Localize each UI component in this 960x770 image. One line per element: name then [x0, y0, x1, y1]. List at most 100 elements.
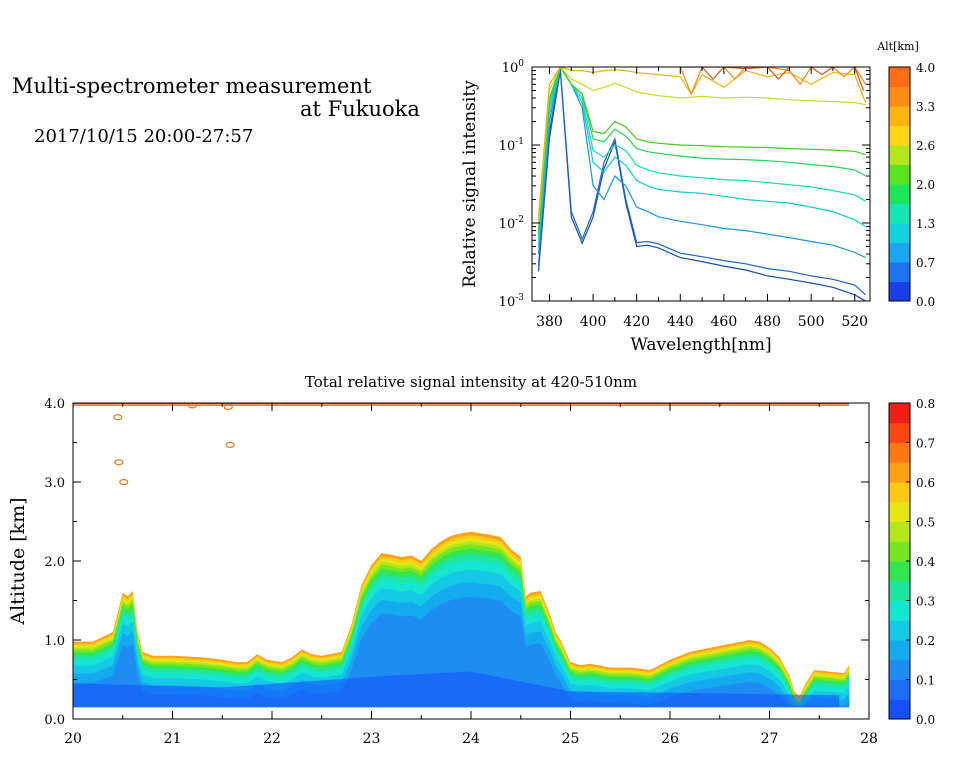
- heatmap-speckle: [114, 459, 124, 466]
- spectrum-x-tick-label: 520: [841, 314, 868, 330]
- heatmap-colorbar-swatch: [889, 659, 910, 680]
- heatmap-speckle: [119, 478, 129, 486]
- heatmap-colorbar-swatch: [889, 422, 910, 443]
- heatmap-colorbar-swatch: [889, 541, 910, 562]
- spectrum-series-line-9: [537, 67, 867, 217]
- heatmap-colorbar-swatch: [889, 403, 910, 424]
- spectrum-colorbar-tick-label: 2.6: [916, 139, 935, 153]
- spectrum-colorbar-swatch: [889, 184, 910, 204]
- spectrum-y-tick-label: 100: [502, 59, 525, 76]
- heatmap-x-tick-label: 28: [860, 731, 878, 747]
- heatmap-y-tick-label: 0.0: [44, 713, 65, 728]
- heatmap-x-tick-label: 24: [462, 731, 480, 747]
- heatmap-speckle: [223, 403, 233, 411]
- heatmap-colorbar-swatch: [889, 501, 910, 522]
- heatmap-colorbar-swatch: [889, 482, 910, 503]
- spectrum-colorbar-swatch: [889, 106, 910, 126]
- spectrum-lines: [537, 67, 867, 301]
- spectrum-colorbar-tick-label: 2.0: [916, 178, 935, 192]
- spectrum-colorbar-swatch: [889, 67, 910, 87]
- heatmap-colorbar-tick-label: 0.4: [916, 555, 935, 569]
- spectrum-series-line-11: [680, 67, 865, 91]
- spectrum-x-tick-label: 380: [536, 314, 563, 330]
- spectrum-y-tick-label: 10-3: [499, 293, 525, 310]
- heatmap-colorbar-tick-label: 0.7: [916, 437, 935, 451]
- figure-title-line2: at Fukuoka: [300, 97, 420, 121]
- spectrum-colorbar-tick-label: 0.7: [916, 256, 935, 270]
- heatmap-y-axis-label: Altitude [km]: [7, 497, 29, 625]
- spectrum-x-tick-label: 400: [580, 314, 607, 330]
- spectrum-plot-frame: [531, 66, 871, 302]
- spectrum-x-tick-label: 420: [623, 314, 650, 330]
- heatmap-colorbar-tick-label: 0.8: [916, 397, 935, 411]
- spectrum-y-axis-label: Relative signal intensity: [460, 80, 480, 288]
- heatmap-colorbar-swatch: [889, 679, 910, 700]
- heatmap-y-tick-label: 1.0: [44, 634, 65, 649]
- heatmap-x-tick-label: 25: [562, 731, 580, 747]
- heatmap-x-tick-label: 26: [661, 731, 679, 747]
- heatmap-y-tick-label: 3.0: [44, 476, 65, 491]
- spectrum-colorbar-title: Alt[km]: [876, 40, 919, 53]
- spectrum-x-tick-label: 480: [754, 314, 781, 330]
- heatmap-speckle: [225, 441, 235, 448]
- heatmap-colorbar-tick-label: 0.6: [916, 476, 935, 490]
- heatmap-y-tick-label: 4.0: [44, 397, 65, 412]
- heatmap-field: [73, 531, 850, 708]
- spectrum-x-tick-label: 440: [667, 314, 694, 330]
- heatmap-colorbar-swatch: [889, 600, 910, 621]
- figure-subtitle: 2017/10/15 20:00-27:57: [34, 126, 254, 147]
- spectrum-colorbar-tick-label: 1.3: [916, 217, 935, 231]
- spectrum-colorbar-tick-label: 4.0: [916, 61, 935, 75]
- spectrum-colorbar-swatch: [889, 203, 910, 224]
- spectrum-colorbar-swatch: [889, 242, 910, 263]
- spectrum-colorbar-swatch: [889, 281, 910, 302]
- heatmap-colorbar-swatch: [889, 640, 910, 661]
- spectrum-series-line-4: [537, 67, 866, 247]
- heatmap-speckle: [113, 414, 123, 421]
- heatmap-colorbar-swatch: [889, 699, 910, 720]
- spectrum-x-tick-label: 500: [798, 314, 825, 330]
- spectrum-colorbar-tick-label: 3.3: [916, 100, 935, 114]
- heatmap-band-11: [73, 596, 850, 708]
- heatmap-low-band: [73, 671, 840, 708]
- heatmap-colorbar-swatch: [889, 521, 910, 542]
- spectrum-y-tick-label: 10-1: [499, 137, 524, 154]
- heatmap-colorbar-tick-label: 0.3: [916, 595, 935, 609]
- spectrum-colorbar-swatch: [889, 223, 910, 243]
- heatmap-x-tick-label: 20: [64, 731, 82, 747]
- spectrum-colorbar-swatch: [889, 86, 910, 107]
- spectrum-x-axis-label: Wavelength[nm]: [630, 335, 771, 355]
- heatmap-colorbar-swatch: [889, 442, 910, 463]
- spectrum-x-tick-label: 460: [711, 314, 738, 330]
- figure-title-line1: Multi-spectrometer measurement: [12, 74, 372, 98]
- spectrum-series-line-1: [537, 70, 866, 301]
- spectrum-colorbar-swatch: [889, 145, 910, 165]
- heatmap-x-tick-label: 27: [761, 731, 779, 747]
- spectrum-series-line-8: [537, 67, 866, 224]
- spectrum-series-line-10: [679, 67, 867, 96]
- spectrum-series-line-7: [537, 67, 866, 231]
- spectrum-colorbar-tick-label: 0.0: [916, 295, 935, 309]
- spectrum-series-line-5: [537, 67, 866, 241]
- spectrum-series-line-3: [537, 67, 866, 259]
- heatmap-x-tick-label: 22: [263, 731, 281, 747]
- heatmap-colorbar-tick-label: 0.1: [916, 674, 935, 688]
- spectrum-colorbar-swatch: [889, 125, 910, 146]
- heatmap-x-tick-label: 23: [363, 731, 381, 747]
- heatmap-colorbar-tick-label: 0.5: [916, 516, 935, 530]
- heatmap-colorbar-swatch: [889, 462, 910, 483]
- heatmap-colorbar-tick-label: 0.0: [916, 713, 935, 727]
- spectrum-y-tick-label: 10-2: [499, 215, 524, 232]
- spectrum-series-line-2: [537, 68, 866, 296]
- heatmap-x-tick-label: 21: [164, 731, 182, 747]
- spectrum-colorbar-swatch: [889, 262, 910, 282]
- spectrum-colorbar-swatch: [889, 164, 910, 185]
- heatmap-colorbar-swatch: [889, 561, 910, 582]
- heatmap-colorbar-swatch: [889, 620, 910, 641]
- spectrum-colorbar-frame: [888, 66, 911, 302]
- heatmap-colorbar-tick-label: 0.2: [916, 634, 935, 648]
- heatmap-title: Total relative signal intensity at 420-5…: [305, 373, 637, 391]
- heatmap-y-tick-label: 2.0: [44, 555, 65, 570]
